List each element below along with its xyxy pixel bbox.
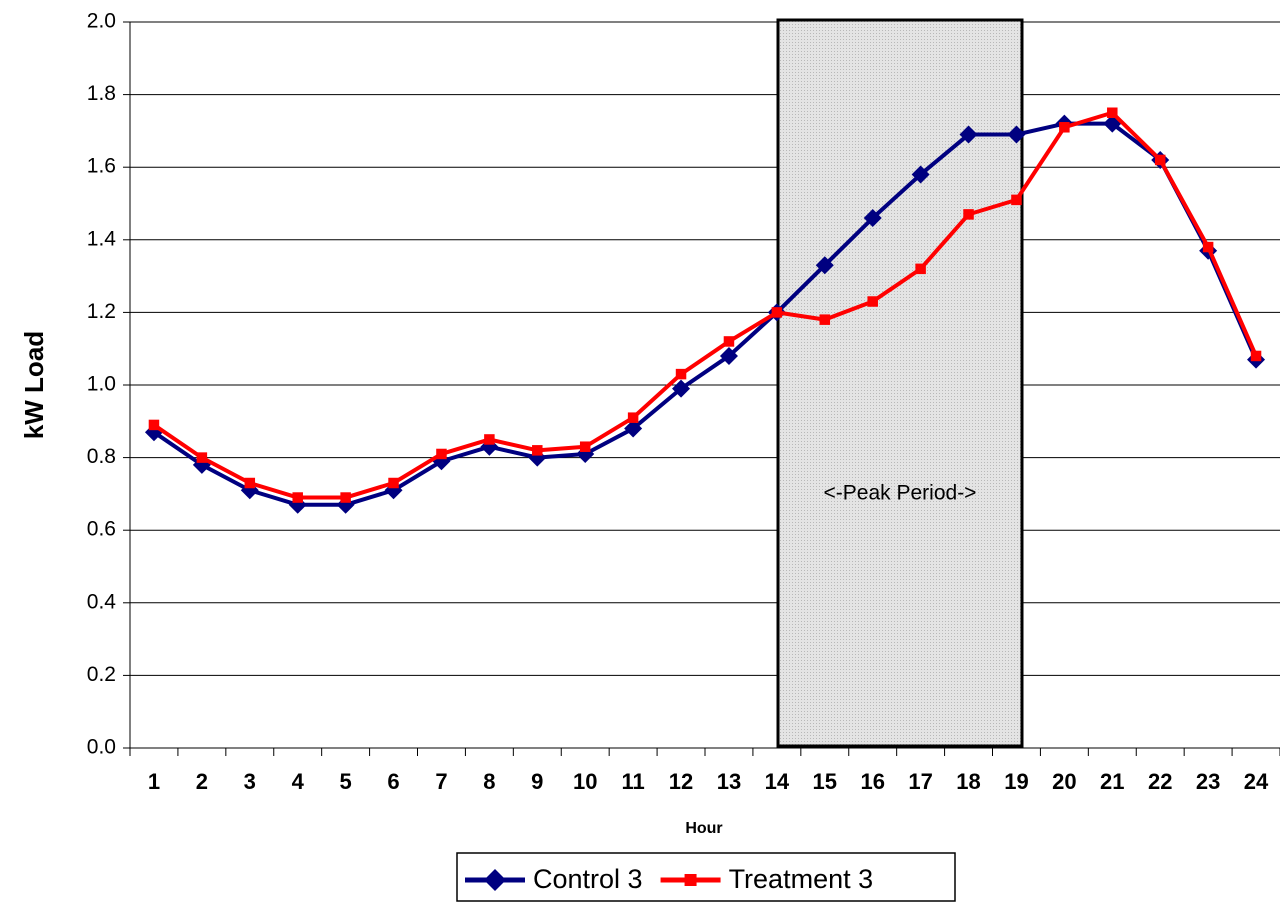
x-tick-label: 9 <box>531 769 543 794</box>
point <box>863 209 882 228</box>
x-tick-label: 20 <box>1052 769 1076 794</box>
point <box>959 125 978 144</box>
point <box>672 379 691 398</box>
x-tick-label: 15 <box>813 769 837 794</box>
x-tick-label: 4 <box>292 769 305 794</box>
y-tick-label: 1.4 <box>87 227 117 250</box>
point <box>579 441 591 452</box>
point <box>1250 350 1262 362</box>
point <box>963 209 974 220</box>
legend-box <box>456 852 956 902</box>
y-tick-label: 0.2 <box>87 663 116 686</box>
y-axis-label: kW Load <box>19 331 49 439</box>
point <box>719 346 738 365</box>
x-tick-label: 21 <box>1100 769 1124 794</box>
x-tick-label: 24 <box>1244 769 1269 794</box>
point <box>1007 125 1026 144</box>
y-tick-label: 0.4 <box>87 590 117 613</box>
x-tick-label: 12 <box>669 769 693 794</box>
legend-label: Control 3 <box>533 864 643 894</box>
legend-marker <box>484 869 506 891</box>
y-tick-label: 1.6 <box>87 155 116 178</box>
point <box>675 368 687 380</box>
point <box>624 419 643 438</box>
y-tick-label: 1.0 <box>87 373 116 396</box>
point <box>244 477 256 489</box>
x-tick-label: 16 <box>860 769 884 794</box>
x-tick-label: 19 <box>1004 769 1028 794</box>
point <box>196 452 208 463</box>
x-tick-label: 11 <box>621 769 644 794</box>
x-axis-label: Hour <box>685 820 722 837</box>
point <box>815 256 834 275</box>
point <box>484 434 495 445</box>
point <box>911 165 930 184</box>
x-tick-label: 14 <box>765 769 790 794</box>
point <box>771 307 783 318</box>
y-tick-label: 1.2 <box>87 300 116 323</box>
x-tick-label: 17 <box>908 769 932 794</box>
x-tick-label: 6 <box>387 769 399 794</box>
x-tick-label: 18 <box>956 769 980 794</box>
x-tick-label: 13 <box>717 769 741 794</box>
point <box>723 336 735 347</box>
y-tick-label: 0.6 <box>87 518 116 541</box>
y-tick-label: 0.8 <box>87 445 116 468</box>
x-tick-label: 10 <box>573 769 597 794</box>
point <box>148 419 160 431</box>
point <box>1011 194 1022 206</box>
point <box>292 492 303 503</box>
point <box>1107 107 1118 118</box>
x-tick-label: 23 <box>1196 769 1220 794</box>
point <box>436 448 447 460</box>
y-tick-label: 1.8 <box>87 82 116 105</box>
x-tick-label: 3 <box>244 769 256 794</box>
point <box>388 477 399 489</box>
x-tick-label: 22 <box>1148 769 1172 794</box>
grid <box>123 21 1280 756</box>
legend-marker <box>684 874 697 886</box>
y-tick-label: 0.0 <box>87 736 116 759</box>
legend-label: Treatment 3 <box>729 864 874 894</box>
point <box>1154 154 1166 166</box>
point <box>867 296 878 307</box>
point <box>819 314 831 325</box>
x-tick-label: 5 <box>340 769 352 794</box>
x-tick-label: 7 <box>435 769 447 794</box>
x-tick-label: 2 <box>196 769 208 794</box>
point <box>915 263 926 275</box>
annotation: <-Peak Period-> <box>824 482 977 505</box>
point <box>1059 122 1070 133</box>
series-line <box>152 110 1258 500</box>
x-tick-label: 8 <box>483 769 495 794</box>
point <box>340 492 351 503</box>
point <box>1202 241 1214 253</box>
point <box>627 412 639 423</box>
x-tick-label: 1 <box>148 769 160 794</box>
y-tick-label: 2.0 <box>87 10 116 33</box>
peak-period-box <box>776 18 1024 748</box>
point <box>532 445 543 456</box>
series-line <box>152 121 1258 507</box>
